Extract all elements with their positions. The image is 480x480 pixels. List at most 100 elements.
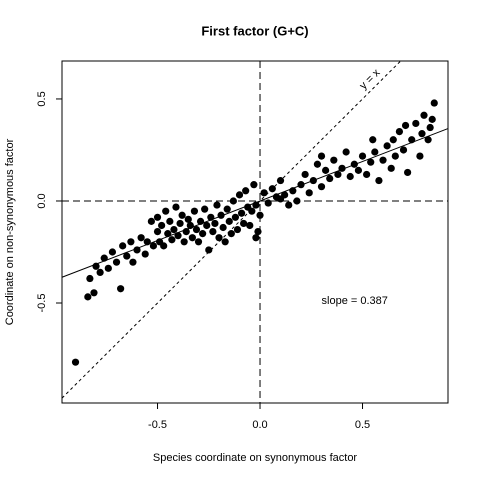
point <box>330 156 338 164</box>
point <box>428 115 436 123</box>
fit-label: slope = 0.387 <box>322 295 388 307</box>
point <box>350 160 358 168</box>
point <box>119 242 127 250</box>
point <box>205 246 213 254</box>
point <box>250 181 258 189</box>
y-tick-label: -0.5 <box>36 294 48 313</box>
point <box>276 176 285 185</box>
point <box>268 185 276 193</box>
point <box>104 264 112 272</box>
chart-title: First factor (G+C) <box>201 23 308 38</box>
point <box>90 289 98 297</box>
point <box>289 187 297 195</box>
point <box>219 223 227 232</box>
plot-frame <box>61 60 449 404</box>
point <box>404 168 412 177</box>
point <box>389 136 397 144</box>
point <box>149 242 158 250</box>
point <box>322 166 330 174</box>
point <box>92 262 100 270</box>
point <box>367 158 375 166</box>
x-tick-label: 0.0 <box>252 419 267 431</box>
point <box>293 197 301 205</box>
point <box>133 246 141 254</box>
point <box>334 170 342 179</box>
x-tick-label: -0.5 <box>148 419 167 431</box>
point <box>317 152 326 160</box>
point <box>418 130 426 138</box>
point <box>383 142 391 150</box>
point <box>147 217 155 225</box>
point <box>395 128 404 136</box>
point <box>192 225 201 234</box>
point <box>194 238 203 246</box>
identity-label: y = x <box>357 67 383 92</box>
point <box>223 205 231 213</box>
point <box>399 146 408 154</box>
point <box>207 213 215 221</box>
point <box>256 211 264 219</box>
point <box>242 187 250 195</box>
point <box>153 227 162 236</box>
point <box>168 236 176 244</box>
point <box>176 219 184 228</box>
point <box>158 221 166 230</box>
point <box>231 213 240 221</box>
point <box>162 207 170 215</box>
point <box>86 274 94 283</box>
point <box>184 215 192 223</box>
y-axis-label: Coordinate on non-synonymous factor <box>4 138 16 325</box>
x-tick-label: 0.5 <box>355 419 370 431</box>
point <box>264 199 272 207</box>
point <box>186 221 194 230</box>
point <box>240 219 248 228</box>
point <box>229 197 237 205</box>
point <box>174 232 182 240</box>
point <box>170 225 178 234</box>
point <box>172 203 180 211</box>
point <box>215 234 223 242</box>
point <box>326 174 334 183</box>
point <box>309 176 317 185</box>
point <box>260 189 268 197</box>
point <box>180 238 188 246</box>
point <box>137 234 145 242</box>
point <box>317 183 326 191</box>
point <box>217 211 225 219</box>
point <box>178 211 186 219</box>
point <box>201 205 209 213</box>
point <box>153 213 162 221</box>
point <box>379 156 387 164</box>
point <box>221 238 229 246</box>
point <box>213 201 221 209</box>
point <box>160 242 168 250</box>
point <box>391 152 399 160</box>
point <box>305 189 313 197</box>
point <box>164 230 172 238</box>
point <box>199 230 207 238</box>
point <box>117 285 125 293</box>
point <box>190 207 199 215</box>
point <box>246 221 254 230</box>
point <box>354 166 363 174</box>
point <box>420 111 428 119</box>
point <box>233 225 242 234</box>
point <box>363 170 371 179</box>
point <box>211 219 219 228</box>
point <box>248 207 256 215</box>
y-tick-label: 0.0 <box>36 193 48 208</box>
point <box>203 221 211 230</box>
point <box>235 191 244 199</box>
point <box>129 258 137 266</box>
point <box>209 227 217 236</box>
point <box>342 148 350 156</box>
point <box>313 160 322 168</box>
point <box>276 195 285 203</box>
point <box>96 268 104 277</box>
point <box>225 217 233 225</box>
point <box>401 121 410 130</box>
point <box>369 136 377 144</box>
point <box>285 201 293 209</box>
point <box>301 170 309 179</box>
point <box>182 227 190 236</box>
